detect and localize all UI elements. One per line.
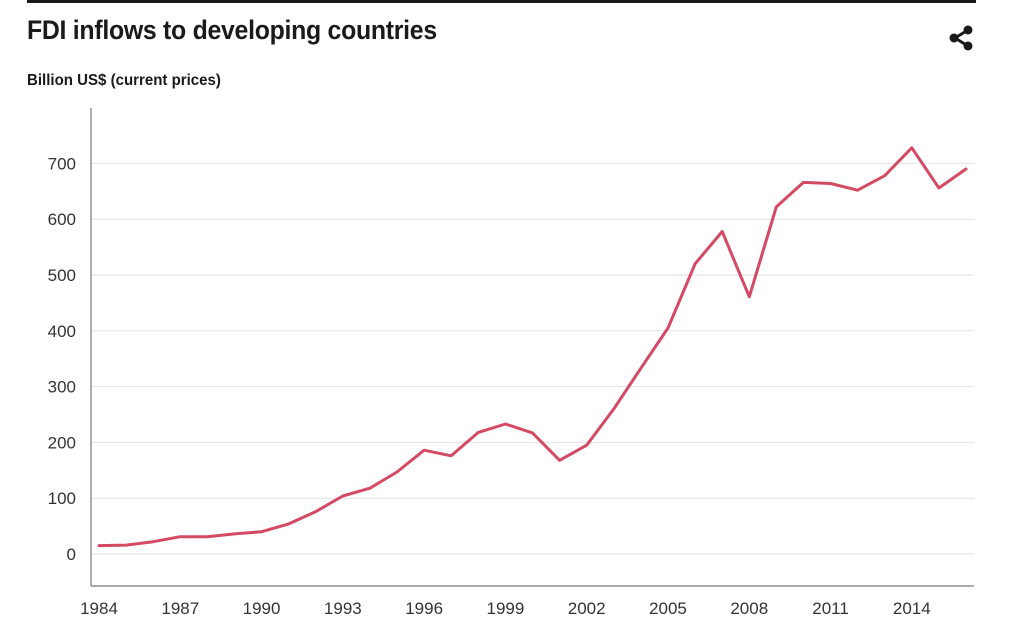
data-point-2000: [531, 431, 535, 435]
data-point-2016: [964, 167, 968, 171]
data-point-1997: [449, 454, 453, 458]
data-point-1998: [476, 430, 480, 434]
data-point-1995: [395, 470, 399, 474]
y-tick-label: 200: [48, 433, 76, 452]
y-tick-label: 700: [48, 154, 76, 173]
data-point-2015: [937, 186, 941, 190]
data-point-1994: [368, 486, 372, 490]
data-point-1990: [260, 530, 264, 534]
data-point-2002: [585, 443, 589, 447]
x-tick-label: 2005: [649, 599, 687, 618]
x-tick-label: 1987: [161, 599, 199, 618]
data-point-2010: [801, 180, 805, 184]
y-tick-label: 0: [67, 545, 76, 564]
x-tick-label: 2011: [812, 599, 849, 618]
data-point-1993: [341, 494, 345, 498]
y-tick-label: 600: [48, 210, 76, 229]
x-tick-label: 1990: [243, 599, 281, 618]
data-point-2008: [747, 295, 751, 299]
x-tick-label: 2002: [568, 599, 606, 618]
data-point-1989: [232, 532, 236, 536]
data-point-1988: [205, 535, 209, 539]
x-tick-label: 2008: [730, 599, 768, 618]
data-point-2011: [829, 181, 833, 185]
y-tick-label: 300: [48, 378, 76, 397]
x-tick-label: 1999: [486, 599, 524, 618]
data-point-2012: [856, 188, 860, 192]
top-rule: [27, 0, 976, 3]
share-icon[interactable]: [947, 24, 975, 52]
data-point-1985: [124, 543, 128, 547]
data-point-2009: [774, 205, 778, 209]
data-point-2001: [558, 458, 562, 462]
data-point-2005: [666, 326, 670, 330]
data-point-2004: [639, 366, 643, 370]
data-point-1991: [287, 522, 291, 526]
data-point-2003: [612, 407, 616, 411]
data-point-1996: [422, 448, 426, 452]
x-tick-label: 1996: [405, 599, 443, 618]
y-tick-label: 100: [48, 489, 76, 508]
data-point-2013: [883, 174, 887, 178]
chart-title: FDI inflows to developing countries: [27, 15, 437, 45]
data-point-1987: [178, 535, 182, 539]
data-point-2007: [720, 229, 724, 233]
y-axis-unit-label: Billion US$ (current prices): [27, 72, 221, 89]
data-point-1999: [503, 422, 507, 426]
x-tick-label: 1993: [324, 599, 362, 618]
data-point-1986: [151, 540, 155, 544]
y-tick-label: 500: [48, 266, 76, 285]
data-point-1984: [97, 544, 101, 548]
data-point-2006: [693, 262, 697, 266]
x-tick-label: 2014: [893, 599, 931, 618]
data-point-2014: [910, 146, 914, 150]
x-tick-label: 1984: [80, 599, 118, 618]
data-point-1992: [314, 510, 318, 514]
y-tick-label: 400: [48, 322, 76, 341]
series-line-0: [97, 146, 968, 548]
